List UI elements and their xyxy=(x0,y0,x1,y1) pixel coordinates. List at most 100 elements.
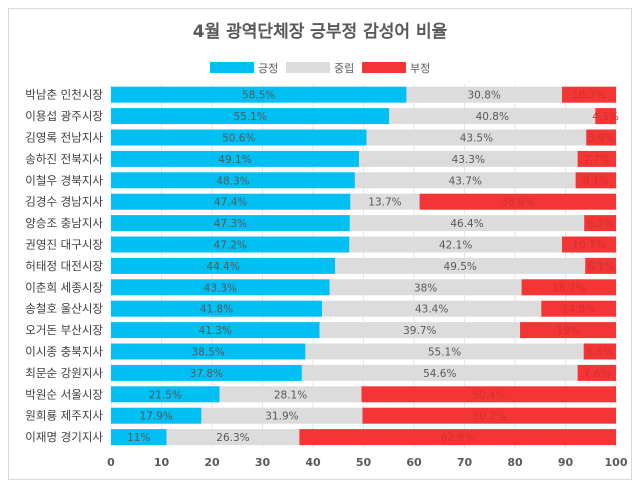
bar-segment xyxy=(585,257,616,274)
bar-segment xyxy=(111,150,359,167)
data-label: 7.6% xyxy=(583,368,610,380)
x-tick-label: 60 xyxy=(406,456,422,469)
category-label: 송철호 울산시장 xyxy=(25,302,103,316)
data-label: 43.7% xyxy=(449,175,482,187)
bar-segment xyxy=(111,193,351,210)
data-label: 7.7% xyxy=(583,154,610,166)
legend-label: 중립 xyxy=(334,62,354,75)
data-label: 46.4% xyxy=(450,218,483,230)
x-tick-label: 90 xyxy=(558,456,574,469)
category-label: 이철우 경북지사 xyxy=(25,173,103,187)
bar-segment xyxy=(329,279,522,296)
data-label: 62.8% xyxy=(441,432,474,444)
data-label: 10.7% xyxy=(572,90,605,102)
bar-segment xyxy=(111,257,336,274)
bar-segment xyxy=(561,236,616,253)
bar-segment xyxy=(366,129,587,146)
data-label: 26.3% xyxy=(216,432,249,444)
data-label: 5.9% xyxy=(588,133,615,145)
data-label: 43.4% xyxy=(415,304,448,316)
bar-segment xyxy=(305,343,584,360)
legend-swatch xyxy=(210,62,254,73)
data-label: 4.1% xyxy=(592,111,619,123)
bar-segment xyxy=(111,215,350,232)
data-label: 41.3% xyxy=(199,325,232,337)
bar-segment xyxy=(361,386,616,403)
chart-frame xyxy=(8,8,632,480)
legend-label: 긍정 xyxy=(258,62,278,75)
bar-segment xyxy=(541,300,616,317)
data-label: 40.8% xyxy=(476,111,509,123)
bar-segment xyxy=(358,150,578,167)
bar-segment xyxy=(111,407,202,424)
bar-segment xyxy=(362,407,616,424)
bar-segment xyxy=(575,172,616,189)
x-tick-label: 10 xyxy=(154,456,170,469)
data-label: 47.4% xyxy=(214,197,247,209)
bar-segment xyxy=(406,86,562,103)
data-label: 13.7% xyxy=(368,197,401,209)
bar-segment xyxy=(561,86,616,103)
legend: 긍정 중립 부정 xyxy=(210,62,430,75)
data-label: 6.3% xyxy=(587,218,614,230)
category-label: 최문순 강원지사 xyxy=(25,366,103,380)
bar-segment xyxy=(595,108,616,125)
data-label: 18.7% xyxy=(552,282,585,294)
data-label: 50.4% xyxy=(472,389,505,401)
legend-swatch xyxy=(286,62,330,73)
data-label: 47.3% xyxy=(214,218,247,230)
bar-segment xyxy=(335,257,586,274)
category-label: 박원순 서울시장 xyxy=(25,387,103,401)
x-tick-label: 80 xyxy=(507,456,523,469)
bar-segment xyxy=(349,215,585,232)
data-label: 54.6% xyxy=(423,368,456,380)
bar-segment xyxy=(111,86,407,103)
data-label: 55.1% xyxy=(233,111,266,123)
data-label: 44.4% xyxy=(206,261,239,273)
x-tick-label: 50 xyxy=(356,456,372,469)
x-tick-label: 20 xyxy=(204,456,220,469)
data-label: 30.8% xyxy=(468,90,501,102)
data-label: 55.1% xyxy=(428,347,461,359)
bar-segment xyxy=(111,108,390,125)
bar-segment xyxy=(520,322,616,339)
data-label: 43.3% xyxy=(204,282,237,294)
data-label: 31.9% xyxy=(265,411,298,423)
bar-segment xyxy=(299,429,616,446)
category-label: 이춘희 세종시장 xyxy=(25,280,103,294)
bar-segment xyxy=(319,322,521,339)
data-label: 17.9% xyxy=(140,411,173,423)
data-label: 8.1% xyxy=(582,175,609,187)
bar-segment xyxy=(111,364,302,381)
bar-segment xyxy=(166,429,300,446)
bars: 58.5% 30.8% 10.7% 55.1% 40.8% 4.1% 50.6% 43.5% 5… xyxy=(111,86,619,446)
bar-segment xyxy=(111,300,323,317)
bar-segment xyxy=(219,386,362,403)
category-label: 이시종 충북지사 xyxy=(25,345,103,359)
category-label: 김경수 경남지사 xyxy=(25,195,103,209)
bar-segment xyxy=(322,300,542,317)
bar-segment xyxy=(111,429,167,446)
category-label: 송하진 전북지사 xyxy=(25,152,103,166)
data-label: 42.1% xyxy=(439,240,472,252)
category-label: 양승조 충남지사 xyxy=(25,216,103,230)
data-label: 21.5% xyxy=(149,389,182,401)
category-label: 허태정 대전시장 xyxy=(25,259,103,273)
data-label: 48.3% xyxy=(216,175,249,187)
data-label: 58.5% xyxy=(242,90,275,102)
data-label: 47.2% xyxy=(214,240,247,252)
category-label: 박남춘 인천시장 xyxy=(25,88,103,102)
category-label: 이재명 경기지사 xyxy=(25,430,103,444)
data-label: 38.9% xyxy=(501,197,534,209)
bar-segment xyxy=(577,150,616,167)
data-label: 38% xyxy=(414,282,437,294)
bar-segment xyxy=(521,279,616,296)
chart-title: 4월 광역단체장 긍부정 감성어 비율 xyxy=(193,22,448,42)
bar-segment xyxy=(111,172,355,189)
data-label: 14.8% xyxy=(562,304,595,316)
legend-swatch xyxy=(362,62,406,73)
data-label: 38.5% xyxy=(192,347,225,359)
data-label: 19% xyxy=(556,325,579,337)
bar-segment xyxy=(350,193,420,210)
bar-segment xyxy=(419,193,616,210)
